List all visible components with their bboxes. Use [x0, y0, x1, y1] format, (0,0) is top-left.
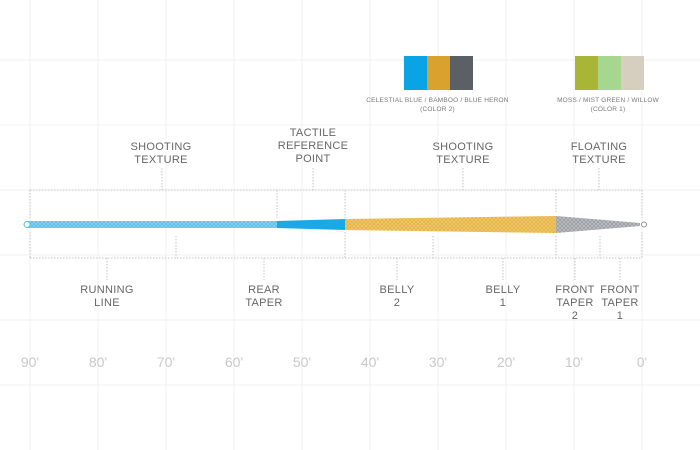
- rear-taper-segment: [277, 219, 345, 230]
- top-brackets: [29, 168, 643, 218]
- distance-80: 80': [88, 354, 108, 370]
- distance-30: 30': [428, 354, 448, 370]
- running-line-label: RUNNING LINE: [80, 284, 134, 309]
- distance-50: 50': [292, 354, 312, 370]
- fly-line: [23, 216, 647, 233]
- front-taper-2-label: FRONT TAPER 2: [555, 284, 595, 322]
- shooting-texture-right-label: SHOOTING TEXTURE: [432, 141, 494, 166]
- rear-taper-label: REAR TAPER: [245, 284, 283, 309]
- bamboo-swatch: [427, 56, 450, 90]
- bottom-brackets: [29, 232, 643, 280]
- color2-caption: CELESTIAL BLUE / BAMBOO / BLUE HERON (CO…: [366, 97, 509, 113]
- color1-swatches: [575, 56, 644, 90]
- distance-40: 40': [360, 354, 380, 370]
- distance-90: 90': [20, 354, 40, 370]
- color2-swatches: [404, 56, 473, 90]
- tactile-reference-point-label: TACTILE REFERENCE POINT: [277, 127, 349, 165]
- belly-1-label: BELLY 1: [485, 284, 521, 309]
- blue-heron-swatch: [450, 56, 473, 90]
- distance-20: 20': [496, 354, 516, 370]
- distance-60: 60': [224, 354, 244, 370]
- floating-texture-label: FLOATING TEXTURE: [570, 141, 628, 166]
- mist-green-swatch: [598, 56, 621, 90]
- line-end-left: [23, 221, 31, 228]
- color1-caption: MOSS / MIST GREEN / WILLOW (COLOR 1): [557, 97, 659, 113]
- belly-2-label: BELLY 2: [379, 284, 415, 309]
- distance-10: 10': [564, 354, 584, 370]
- moss-swatch: [575, 56, 598, 90]
- celestial-blue-swatch: [404, 56, 427, 90]
- distance-70: 70': [156, 354, 176, 370]
- willow-swatch: [621, 56, 644, 90]
- front-taper-1-label: FRONT TAPER 1: [600, 284, 640, 322]
- shooting-texture-left-label: SHOOTING TEXTURE: [130, 141, 192, 166]
- line-end-right: [641, 221, 647, 228]
- distance-0: 0': [636, 354, 648, 370]
